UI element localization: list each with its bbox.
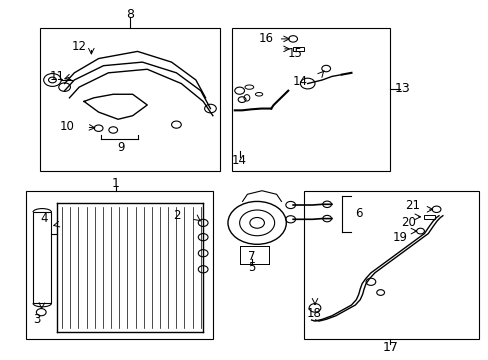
Text: 12: 12 <box>72 40 86 53</box>
Text: 13: 13 <box>394 82 410 95</box>
Text: 11: 11 <box>50 70 65 83</box>
Text: 9: 9 <box>117 141 124 154</box>
Bar <box>26 191 212 339</box>
Text: 2: 2 <box>172 209 180 222</box>
Text: 19: 19 <box>392 231 407 244</box>
Text: 4: 4 <box>40 212 47 225</box>
Text: 20: 20 <box>401 216 415 229</box>
Text: 14: 14 <box>232 154 246 167</box>
Text: 21: 21 <box>404 198 419 212</box>
Text: 1: 1 <box>111 177 120 190</box>
Bar <box>232 28 389 171</box>
Text: 14: 14 <box>292 75 307 88</box>
Text: 16: 16 <box>258 32 273 45</box>
Bar <box>33 212 51 303</box>
Text: 8: 8 <box>126 8 134 21</box>
Text: 6: 6 <box>354 207 362 220</box>
Text: 5: 5 <box>247 261 255 274</box>
Bar <box>424 215 434 219</box>
Text: 10: 10 <box>60 120 74 133</box>
Bar <box>292 47 303 51</box>
Text: 15: 15 <box>287 48 303 60</box>
Bar <box>40 28 220 171</box>
Text: 3: 3 <box>33 313 41 326</box>
Text: 17: 17 <box>382 341 398 354</box>
Text: 7: 7 <box>247 250 255 263</box>
Bar <box>303 191 478 339</box>
Text: 18: 18 <box>306 307 321 320</box>
